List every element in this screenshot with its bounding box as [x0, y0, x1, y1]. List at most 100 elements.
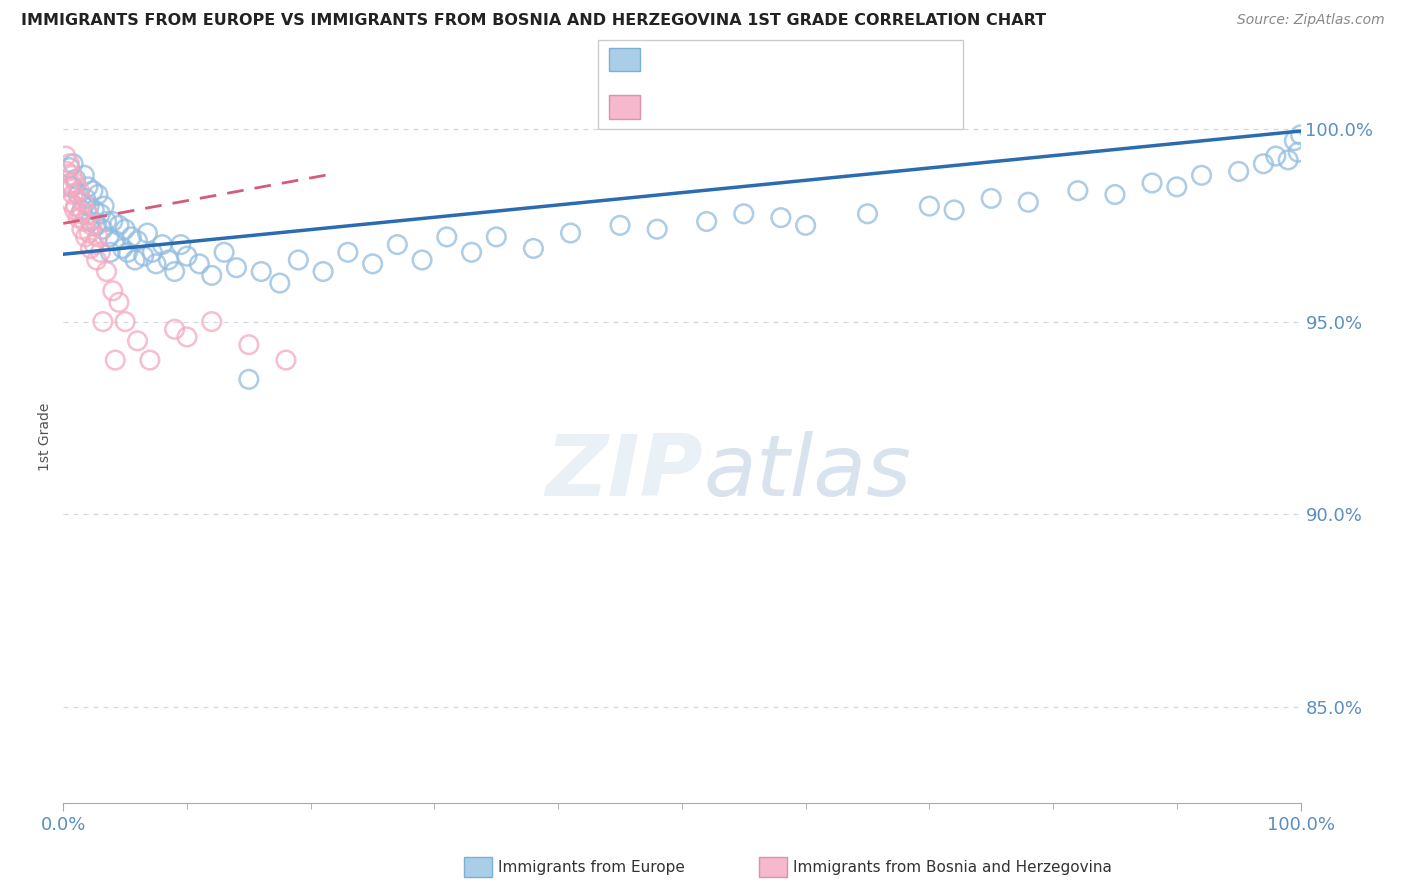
- Point: [560, 226, 582, 240]
- Point: [145, 257, 167, 271]
- Point: [83, 202, 105, 217]
- Text: Immigrants from Bosnia and Herzegovina: Immigrants from Bosnia and Herzegovina: [793, 861, 1112, 875]
- Point: [1067, 184, 1090, 198]
- Point: [336, 245, 359, 260]
- Point: [86, 219, 108, 233]
- Point: [696, 214, 718, 228]
- Point: [89, 207, 111, 221]
- Point: [91, 315, 114, 329]
- Point: [274, 353, 297, 368]
- Point: [55, 149, 77, 163]
- Point: [170, 237, 193, 252]
- Point: [108, 295, 131, 310]
- Point: [65, 176, 87, 190]
- Point: [980, 191, 1002, 205]
- Point: [104, 353, 127, 368]
- Point: [60, 169, 83, 183]
- Point: [87, 230, 110, 244]
- Text: ZIP: ZIP: [546, 431, 703, 515]
- Point: [98, 230, 121, 244]
- Point: [63, 202, 86, 217]
- Point: [163, 264, 186, 278]
- Point: [117, 245, 139, 260]
- Point: [460, 245, 482, 260]
- Point: [312, 264, 335, 278]
- Point: [1289, 128, 1312, 142]
- Point: [56, 164, 79, 178]
- Point: [80, 219, 103, 233]
- Point: [132, 249, 155, 263]
- Point: [436, 230, 458, 244]
- Point: [58, 179, 80, 194]
- Point: [91, 222, 114, 236]
- Point: [522, 242, 544, 256]
- Point: [93, 199, 115, 213]
- Point: [1284, 134, 1306, 148]
- Point: [69, 207, 91, 221]
- Point: [59, 195, 82, 210]
- Text: R = 0.215   N = 80: R = 0.215 N = 80: [648, 51, 832, 69]
- Point: [1277, 153, 1299, 167]
- Point: [361, 257, 384, 271]
- Point: [794, 219, 817, 233]
- Point: [269, 276, 291, 290]
- Point: [114, 315, 136, 329]
- Point: [238, 337, 260, 351]
- Point: [411, 252, 433, 267]
- Point: [59, 176, 82, 190]
- Point: [856, 207, 879, 221]
- Point: [1227, 164, 1250, 178]
- Point: [96, 214, 118, 228]
- Point: [1017, 195, 1039, 210]
- Point: [60, 179, 83, 194]
- Point: [108, 219, 131, 233]
- Point: [124, 252, 146, 267]
- Point: [101, 214, 124, 228]
- Point: [127, 334, 149, 348]
- Point: [98, 245, 121, 260]
- Point: [82, 184, 104, 198]
- Point: [58, 157, 80, 171]
- Point: [58, 161, 80, 175]
- Point: [83, 237, 105, 252]
- Point: [1140, 176, 1163, 190]
- Point: [67, 184, 90, 198]
- Point: [176, 249, 198, 263]
- Point: [101, 284, 124, 298]
- Point: [73, 214, 96, 228]
- Point: [225, 260, 247, 275]
- Point: [77, 207, 100, 221]
- Point: [65, 172, 87, 186]
- Point: [70, 202, 93, 217]
- Point: [1166, 179, 1188, 194]
- Text: atlas: atlas: [703, 431, 911, 515]
- Text: Source: ZipAtlas.com: Source: ZipAtlas.com: [1237, 13, 1385, 28]
- Point: [77, 199, 100, 213]
- Point: [1191, 169, 1213, 183]
- Point: [86, 252, 108, 267]
- Point: [157, 252, 180, 267]
- Point: [77, 226, 100, 240]
- Point: [150, 237, 173, 252]
- Point: [114, 222, 136, 236]
- Point: [943, 202, 966, 217]
- Point: [77, 179, 100, 194]
- Point: [609, 219, 631, 233]
- Point: [127, 234, 149, 248]
- Point: [111, 242, 134, 256]
- Point: [769, 211, 792, 225]
- Point: [73, 169, 96, 183]
- Point: [212, 245, 235, 260]
- Point: [733, 207, 755, 221]
- Point: [1264, 149, 1286, 163]
- Point: [120, 230, 142, 244]
- Point: [287, 252, 309, 267]
- Point: [104, 234, 127, 248]
- Point: [139, 353, 162, 368]
- Point: [67, 187, 90, 202]
- Point: [96, 264, 118, 278]
- Point: [250, 264, 273, 278]
- Point: [918, 199, 941, 213]
- Point: [176, 330, 198, 344]
- Point: [1286, 145, 1309, 160]
